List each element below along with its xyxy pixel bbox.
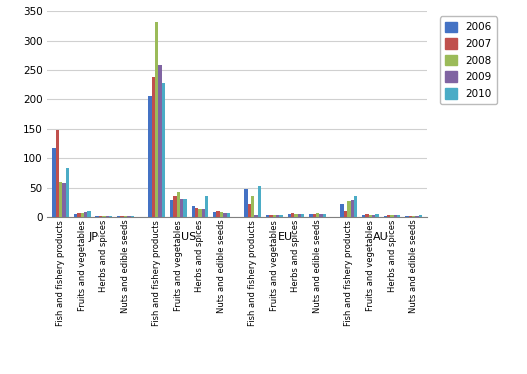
- Bar: [397, 215, 401, 217]
- Bar: [99, 216, 102, 217]
- Bar: [223, 214, 227, 217]
- Bar: [387, 215, 391, 217]
- Bar: [369, 215, 372, 217]
- Bar: [288, 214, 291, 217]
- Bar: [279, 215, 283, 217]
- Bar: [408, 216, 412, 217]
- Bar: [195, 208, 198, 217]
- Bar: [316, 214, 319, 217]
- Bar: [162, 83, 165, 217]
- Bar: [384, 216, 387, 217]
- Bar: [245, 189, 248, 217]
- Bar: [372, 215, 375, 217]
- Bar: [74, 214, 77, 217]
- Bar: [105, 216, 109, 217]
- Bar: [405, 216, 408, 217]
- Text: JP: JP: [88, 232, 98, 242]
- Bar: [217, 211, 220, 217]
- Bar: [102, 216, 105, 217]
- Bar: [269, 215, 272, 217]
- Bar: [313, 214, 316, 217]
- Bar: [81, 213, 84, 217]
- Bar: [191, 206, 195, 217]
- Bar: [319, 214, 323, 217]
- Bar: [183, 199, 187, 217]
- Bar: [84, 212, 87, 217]
- Legend: 2006, 2007, 2008, 2009, 2010: 2006, 2007, 2008, 2009, 2010: [440, 16, 497, 104]
- Bar: [276, 215, 279, 217]
- Bar: [323, 214, 326, 217]
- Bar: [298, 214, 301, 217]
- Bar: [121, 216, 124, 217]
- Bar: [152, 77, 155, 217]
- Bar: [412, 216, 415, 217]
- Bar: [177, 192, 180, 217]
- Bar: [375, 214, 379, 217]
- Bar: [127, 216, 131, 217]
- Bar: [198, 209, 202, 217]
- Bar: [213, 212, 217, 217]
- Bar: [202, 209, 205, 217]
- Bar: [87, 211, 91, 217]
- Bar: [362, 215, 365, 217]
- Bar: [159, 65, 162, 217]
- Bar: [301, 214, 305, 217]
- Text: EU: EU: [278, 232, 292, 242]
- Bar: [394, 215, 397, 217]
- Bar: [66, 168, 69, 217]
- Bar: [220, 212, 223, 217]
- Bar: [77, 214, 81, 217]
- Bar: [131, 216, 134, 217]
- Bar: [266, 215, 269, 217]
- Bar: [170, 200, 173, 217]
- Bar: [350, 200, 354, 217]
- Bar: [309, 214, 313, 217]
- Bar: [62, 183, 66, 217]
- Bar: [52, 148, 55, 217]
- Bar: [415, 216, 419, 217]
- Bar: [248, 204, 251, 217]
- Bar: [155, 22, 159, 217]
- Bar: [272, 215, 276, 217]
- Bar: [148, 96, 152, 217]
- Bar: [55, 130, 59, 217]
- Bar: [294, 214, 298, 217]
- Bar: [344, 211, 347, 217]
- Bar: [124, 216, 127, 217]
- Bar: [354, 196, 357, 217]
- Bar: [291, 214, 294, 217]
- Bar: [180, 199, 183, 217]
- Bar: [419, 215, 422, 217]
- Bar: [255, 215, 258, 217]
- Bar: [391, 215, 394, 217]
- Bar: [59, 182, 62, 217]
- Bar: [205, 196, 208, 217]
- Text: AU: AU: [373, 232, 389, 242]
- Bar: [347, 201, 350, 217]
- Bar: [227, 213, 230, 217]
- Bar: [109, 216, 112, 217]
- Bar: [173, 196, 177, 217]
- Bar: [251, 196, 255, 217]
- Bar: [340, 204, 344, 217]
- Bar: [365, 214, 369, 217]
- Bar: [95, 216, 99, 217]
- Text: US: US: [181, 232, 197, 242]
- Bar: [117, 216, 121, 217]
- Bar: [258, 186, 261, 217]
